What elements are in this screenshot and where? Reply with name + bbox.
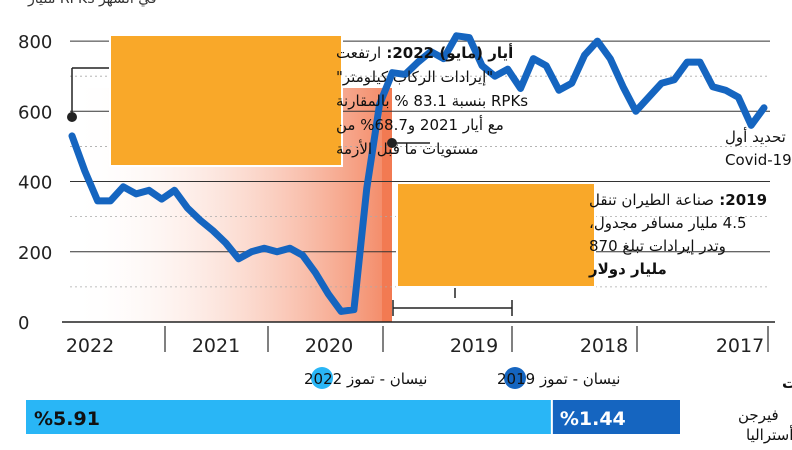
annotation-2-line: 4.5 مليار مسافر مجدول،: [589, 214, 747, 232]
annotation-2-line: صناعة الطيران تنقل: [589, 191, 714, 209]
cancellation-label-2019: %1.44: [560, 408, 626, 430]
y-tick-label: 200: [18, 243, 52, 264]
x-tick-label: 2018: [580, 335, 628, 357]
annotation-3-marker: [387, 138, 397, 148]
cancellation-label-2022: %5.91: [34, 408, 100, 430]
y-tick-label: 400: [18, 173, 52, 194]
annotation-1-line: "إيرادات الركاب كيلومتر": [336, 68, 493, 86]
annotation-1-line: ارتفعت: [336, 44, 381, 62]
airline-label-line2: أستراليا: [746, 425, 792, 444]
annotation-2-title: 2019:: [714, 191, 767, 209]
annotation-2-box: [396, 182, 596, 288]
annotation-1-box: [109, 34, 343, 167]
x-tick-label: 2021: [192, 335, 240, 357]
legend-label-2019: نيسان - تموز 2019: [497, 370, 620, 388]
legend-marker-2022: [311, 367, 333, 389]
annotation-2-line: مليار دولار: [588, 260, 667, 278]
annotation-1-text: أيار (مايو) 2022: ارتفعت: [336, 43, 513, 62]
annotation-3-line: حالات إصابة بشرية بـ Covid-19: [725, 151, 792, 169]
annotation-3-line: تحديد أول: [725, 127, 786, 146]
legend-label-2022: نيسان - تموز 2022: [304, 370, 427, 388]
y-tick-label: 800: [18, 32, 52, 53]
x-tick-label: 2019: [450, 335, 498, 357]
x-tick-label: 2017: [716, 335, 764, 357]
annotation-2-line: وتدر إيرادات تبلغ 870: [589, 237, 726, 255]
cancellation-bar-2019: [551, 400, 680, 434]
airline-label-line1: فيرجن: [738, 406, 779, 424]
annotation-2-text: 2019: صناعة الطيران تنقل: [589, 191, 767, 209]
annotation-1-marker: [67, 112, 77, 122]
covid-start-bar: [382, 88, 392, 322]
cancellation-bar-2022: [26, 400, 552, 434]
cancellations-title: إلغاء الرحلات: [782, 374, 792, 392]
annotation-3-title: كانون الأول (ديسمبر) 2019:: [786, 128, 792, 146]
y-tick-label: 0: [18, 313, 29, 334]
legend-marker-2019: [504, 367, 526, 389]
annotation-1-line: مستويات ما قبل الأزمة: [336, 139, 479, 158]
annotation-1-line: مع أيار 2021 و68.7% من: [336, 115, 504, 134]
unit-label: مليار RPKs في الشهر: [27, 0, 157, 7]
y-tick-label: 600: [18, 102, 52, 123]
annotation-1-title: أيار (مايو) 2022:: [381, 43, 513, 62]
x-tick-label: 2022: [66, 335, 114, 357]
series-line: [68, 32, 768, 315]
annotation-3-text: كانون الأول (ديسمبر) 2019: تحديد أول: [725, 127, 792, 146]
annotation-1-line: RPKs بنسبة 83.1 % بالمقارنة: [336, 92, 528, 110]
x-tick-label: 2020: [305, 335, 353, 357]
